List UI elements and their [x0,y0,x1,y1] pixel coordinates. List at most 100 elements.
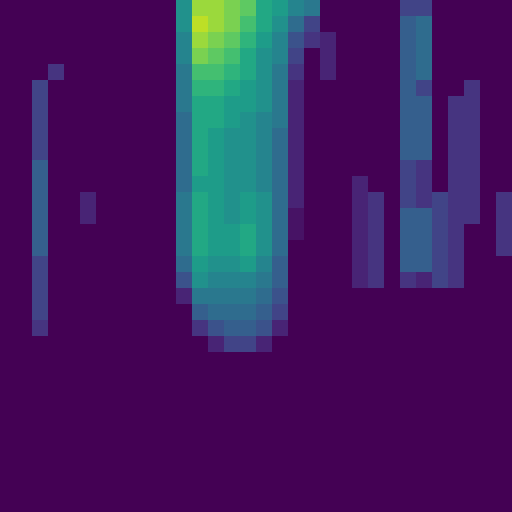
heatmap-cell [336,464,353,481]
heatmap-cell [128,112,145,129]
heatmap-cell [320,208,337,225]
heatmap-cell [384,128,401,145]
heatmap-cell [416,224,433,241]
heatmap-cell [0,224,17,241]
heatmap-cell [336,256,353,273]
heatmap-cell [64,384,81,401]
heatmap-cell [400,320,417,337]
heatmap-cell [192,400,209,417]
heatmap-cell [96,160,113,177]
heatmap-cell [96,128,113,145]
heatmap-cell [160,432,177,449]
heatmap-cell [240,352,257,369]
heatmap-cell [96,320,113,337]
heatmap-cell [176,144,193,161]
heatmap-cell [176,192,193,209]
heatmap-cell [320,496,337,512]
heatmap-cell [448,160,465,177]
heatmap-cell [64,272,81,289]
heatmap-cell [416,272,433,289]
heatmap-cell [320,112,337,129]
heatmap-cell [320,288,337,305]
heatmap-cell [432,32,449,49]
heatmap-cell [192,432,209,449]
heatmap-cell [128,224,145,241]
heatmap-cell [384,192,401,209]
heatmap-cell [224,352,241,369]
heatmap-cell [496,16,512,33]
heatmap-cell [480,112,497,129]
heatmap-cell [400,416,417,433]
heatmap-cell [240,288,257,305]
heatmap-cell [368,96,385,113]
heatmap-cell [176,384,193,401]
heatmap-cell [320,224,337,241]
heatmap-cell [160,64,177,81]
heatmap-cell [400,240,417,257]
heatmap-cell [288,16,305,33]
heatmap-cell [240,160,257,177]
heatmap-cell [416,64,433,81]
heatmap-cell [320,272,337,289]
heatmap-cell [480,432,497,449]
heatmap-cell [256,304,273,321]
heatmap-cell [416,32,433,49]
heatmap-cell [112,304,129,321]
heatmap-cell [240,256,257,273]
heatmap-cell [192,80,209,97]
heatmap-cell [80,448,97,465]
heatmap-cell [400,0,417,17]
heatmap-cell [368,16,385,33]
heatmap-cell [496,176,512,193]
heatmap-cell [384,304,401,321]
heatmap-cell [112,240,129,257]
heatmap-cell [0,304,17,321]
heatmap-cell [416,96,433,113]
heatmap-cell [464,336,481,353]
chart-svg [0,0,512,512]
heatmap-cell [400,272,417,289]
heatmap-cell [32,32,49,49]
heatmap-cell [416,336,433,353]
heatmap-cell [320,384,337,401]
heatmap-cell [400,208,417,225]
heatmap-cell [240,112,257,129]
heatmap-cell [0,480,17,497]
heatmap-cell [496,224,512,241]
heatmap-cell [80,320,97,337]
heatmap-cell [80,272,97,289]
heatmap-cell [288,480,305,497]
heatmap-cell [64,144,81,161]
heatmap-cell [32,256,49,273]
heatmap-cell [64,336,81,353]
heatmap-cell [304,48,321,65]
heatmap-cell [448,96,465,113]
heatmap-cell [128,96,145,113]
heatmap-cell [96,288,113,305]
heatmap-cell [0,464,17,481]
heatmap-cell [464,368,481,385]
heatmap-cell [160,192,177,209]
heatmap-cell [304,448,321,465]
heatmap-cell [288,64,305,81]
heatmap-cell [64,368,81,385]
heatmap-cell [16,304,33,321]
heatmap-cell [464,128,481,145]
heatmap-cell [336,304,353,321]
heatmap-cell [112,464,129,481]
heatmap-cell [176,416,193,433]
heatmap-cell [272,192,289,209]
heatmap-cell [400,368,417,385]
heatmap-cell [64,400,81,417]
heatmap-cell [128,336,145,353]
heatmap-cell [464,240,481,257]
heatmap-cell [208,336,225,353]
heatmap-cell [480,144,497,161]
heatmap-cell [352,128,369,145]
heatmap-cell [416,320,433,337]
heatmap-cell [144,80,161,97]
heatmap-cell [96,384,113,401]
heatmap-cell [256,448,273,465]
heatmap-cell [400,160,417,177]
heatmap-cell [64,448,81,465]
